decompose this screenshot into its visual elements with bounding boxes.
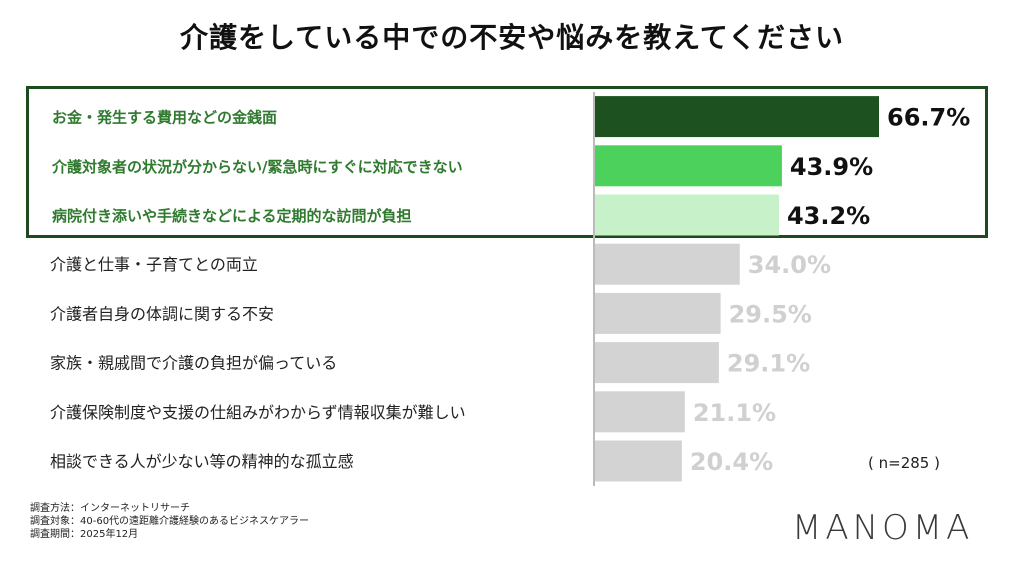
survey-target: 調査対象：40-60代の遠距離介護経験のあるビジネスケアラー [30,516,310,527]
survey-period: 調査期間：2025年12月 [30,529,139,540]
category-label-3: 病院付き添いや手続きなどによる定期的な訪問が負担 [52,207,412,225]
category-label-1: お金・発生する費用などの金銭面 [52,109,277,127]
value-label-1: 66.7% [887,104,970,132]
top3-highlight-box [26,86,988,238]
bar-3 [595,194,779,236]
value-label-7: 21.1% [693,399,776,427]
bar-5 [595,292,721,334]
brand-logo: MANOMA [792,508,974,548]
category-label-5: 介護者自身の体調に関する不安 [50,304,274,323]
category-label-2: 介護対象者の状況が分からない/緊急時にすぐに対応できない [51,158,463,176]
category-label-8: 相談できる人が少ない等の精神的な孤立感 [50,452,354,471]
value-label-4: 34.0% [748,251,831,279]
category-label-7: 介護保険制度や支援の仕組みがわからず情報収集が難しい [50,403,466,422]
bar-7 [595,391,685,433]
bar-6 [595,342,719,384]
bar-1 [595,96,879,138]
category-label-4: 介護と仕事・子育てとの両立 [50,255,258,274]
category-axis-line [593,92,595,486]
chart-title: 介護をしている中での不安や悩みを教えてください [180,21,844,54]
value-label-6: 29.1% [727,350,810,378]
bar-8 [595,440,682,482]
bar-4 [595,243,740,285]
sample-size-label: ( n=285 ) [868,454,940,472]
survey-meta: 調査方法：インターネットリサーチ 調査対象：40-60代の遠距離介護経験のあるビ… [30,502,309,541]
survey-method: 調査方法：インターネットリサーチ [30,503,190,514]
value-label-2: 43.9% [790,153,873,181]
category-label-6: 家族・親戚間で介護の負担が偏っている [50,354,337,373]
value-label-5: 29.5% [729,300,812,328]
value-label-3: 43.2% [787,202,870,230]
value-label-8: 20.4% [690,448,773,476]
bar-2 [595,145,782,187]
